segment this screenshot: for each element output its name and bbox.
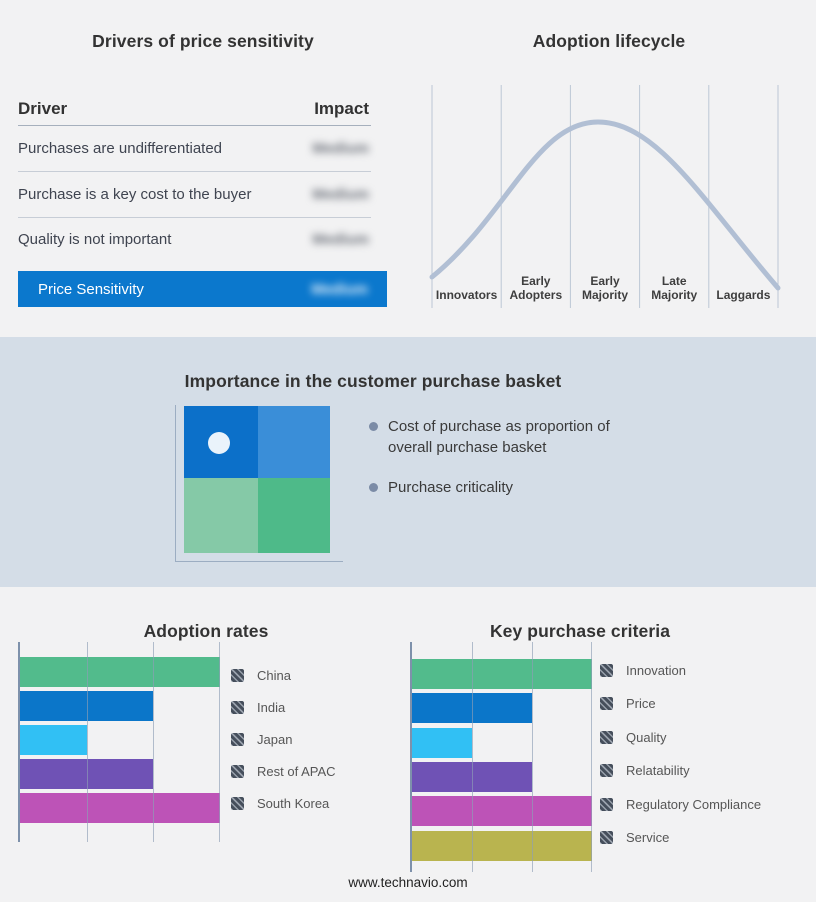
stage-label: Laggards (716, 288, 771, 302)
gridline (219, 642, 220, 842)
lifecycle-stage-labels: Innovators Early Adopters Early Majority… (432, 258, 778, 302)
hatched-swatch-icon (600, 831, 613, 844)
key-purchase-criteria-legend: Innovation Price Quality Relatability Regula… (600, 660, 761, 848)
adoption-rates-plot (20, 642, 220, 842)
bar-regulatory-compliance (412, 796, 592, 827)
legend-label: Regulatory Compliance (626, 796, 762, 812)
y-axis-line (17, 642, 20, 842)
impact-cell-obscured: Medium (312, 140, 369, 157)
stage-label: Innovators (435, 288, 498, 302)
stage-label: Early Majority (582, 274, 629, 302)
impact-cell-obscured: Medium (312, 230, 369, 248)
bar-quality (412, 727, 472, 758)
bell-curve (429, 119, 781, 291)
adoption-rates-title: Adoption rates (143, 620, 269, 641)
key-purchase-criteria-title: Key purchase criteria (489, 620, 671, 641)
legend-label: Innovation (626, 662, 686, 678)
legend-label: China (257, 667, 291, 683)
drivers-table-header: Driver Impact (18, 92, 371, 126)
quadrant-cell-top-right (258, 406, 330, 478)
basket-bullet-list: Cost of purchase as proportion of overal… (369, 416, 638, 517)
drivers-panel-title: Drivers of price sensitivity (92, 30, 314, 51)
key-purchase-criteria-plot (412, 642, 592, 872)
legend-item-india: India (231, 697, 336, 717)
bullet-item: Cost of purchase as proportion of overal… (369, 416, 638, 458)
basket-panel-title: Importance in the customer purchase bask… (184, 370, 562, 391)
gridline (86, 642, 88, 842)
driver-cell: Purchases are undifferentiated (18, 140, 223, 157)
quadrant-axis-vertical (175, 405, 176, 562)
adoption-rates-legend: China India Japan Rest of APAC South Korea (231, 665, 336, 813)
hatched-swatch-icon (231, 764, 244, 778)
col-header-driver: Driver (18, 98, 68, 118)
importance-quadrant (184, 406, 330, 553)
hatched-swatch-icon (231, 732, 244, 746)
bar-service (412, 830, 592, 861)
purchase-basket-band: Importance in the customer purchase bask… (0, 337, 816, 587)
quadrant-cell-bottom-left (184, 478, 258, 553)
impact-cell-obscured: Medium (312, 186, 369, 203)
legend-label: Service (626, 830, 670, 845)
legend-item-rest-of-apac: Rest of APAC (231, 761, 336, 781)
bar-china (20, 657, 220, 687)
table-row: Purchase is a key cost to the buyer Medi… (18, 172, 371, 218)
hatched-swatch-icon (600, 730, 613, 744)
quadrant-cell-bottom-right (258, 478, 330, 553)
gridline (471, 642, 473, 872)
table-row: Purchases are undifferentiated Medium (18, 126, 371, 172)
legend-label: Price (626, 696, 656, 711)
hatched-swatch-icon (600, 697, 613, 710)
legend-item-price: Price (600, 694, 761, 714)
hatched-swatch-icon (600, 663, 613, 677)
driver-cell: Quality is not important (18, 230, 172, 248)
bullet-item: Purchase criticality (369, 477, 638, 498)
hatched-swatch-icon (231, 796, 244, 810)
bar-innovation (412, 659, 592, 689)
hatched-swatch-icon (231, 700, 244, 714)
gridline (591, 642, 592, 872)
impact-cell-obscured: Medium (311, 280, 368, 298)
bullet-dot-icon (369, 483, 378, 492)
bullet-text: Purchase criticality (388, 479, 514, 496)
drivers-table: Driver Impact Purchases are undifferenti… (18, 92, 371, 260)
legend-label: Japan (257, 731, 293, 747)
position-marker-dot (208, 432, 230, 454)
stage-label: Early Adopters (509, 274, 563, 302)
lifecycle-gridlines (431, 85, 779, 308)
price-sensitivity-highlight-row: Price Sensitivity Medium (18, 271, 387, 307)
highlight-row-label: Price Sensitivity (38, 280, 144, 298)
legend-item-quality: Quality (600, 727, 761, 747)
y-axis-line (409, 642, 412, 872)
legend-label: South Korea (257, 795, 330, 811)
legend-item-japan: Japan (231, 729, 336, 749)
legend-item-regulatory-compliance: Regulatory Compliance (600, 794, 761, 814)
adoption-lifecycle-chart (429, 85, 781, 308)
legend-label: Quality (626, 729, 667, 745)
gridline (153, 642, 155, 842)
lifecycle-panel-title: Adoption lifecycle (532, 30, 686, 51)
legend-label: Rest of APAC (257, 763, 336, 779)
col-header-impact: Impact (314, 98, 369, 118)
legend-label: Relatability (626, 763, 690, 778)
table-row: Quality is not important Medium (18, 218, 371, 260)
driver-cell: Purchase is a key cost to the buyer (18, 186, 252, 203)
hatched-swatch-icon (600, 764, 613, 777)
legend-item-china: China (231, 665, 336, 685)
gridline (532, 642, 533, 872)
footer-url: www.technavio.com (348, 875, 468, 890)
quadrant-axis-horizontal (175, 561, 343, 562)
bullet-dot-icon (369, 422, 378, 431)
legend-item-innovation: Innovation (600, 660, 761, 680)
hatched-swatch-icon (600, 797, 613, 811)
legend-item-south-korea: South Korea (231, 793, 336, 813)
bar-japan (20, 725, 87, 755)
bar-south-korea (20, 793, 220, 823)
legend-item-service: Service (600, 828, 761, 848)
legend-item-relatability: Relatability (600, 761, 761, 781)
hatched-swatch-icon (231, 668, 244, 682)
bullet-text: Cost of purchase as proportion of overal… (388, 418, 610, 456)
stage-label: Late Majority (651, 274, 698, 302)
legend-label: India (257, 699, 286, 715)
